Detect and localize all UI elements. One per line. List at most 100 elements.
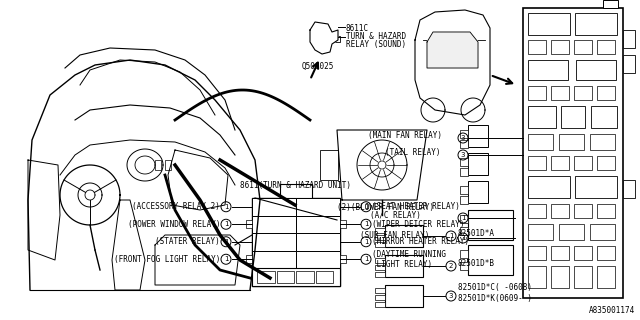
Text: 3: 3 [461, 135, 465, 141]
Bar [385, 285, 423, 307]
Bar [528, 176, 570, 198]
Bar [296, 215, 340, 233]
Bar [165, 160, 171, 170]
Bar [623, 30, 635, 48]
Bar [468, 125, 488, 147]
Bar [576, 60, 616, 80]
Text: (TAIL RELAY): (TAIL RELAY) [385, 148, 440, 156]
Bar [375, 235, 385, 240]
Bar [296, 271, 314, 283]
Bar [375, 228, 385, 233]
Text: 82501D*B: 82501D*B [458, 259, 495, 268]
Bar [528, 246, 546, 260]
Text: 3: 3 [461, 152, 465, 158]
Text: 1: 1 [364, 256, 368, 262]
Bar [332, 36, 340, 42]
Bar [296, 198, 340, 215]
Bar [574, 204, 592, 218]
Bar [528, 204, 546, 218]
Bar [575, 13, 617, 35]
Text: 1: 1 [449, 233, 453, 239]
Text: 1: 1 [364, 221, 368, 227]
Bar [460, 227, 468, 235]
Bar [252, 215, 296, 233]
Text: 1: 1 [364, 239, 368, 245]
Text: 1: 1 [224, 256, 228, 262]
Bar [528, 156, 546, 170]
Bar [551, 86, 569, 100]
Bar [375, 242, 385, 247]
Bar [575, 176, 617, 198]
Bar [623, 55, 635, 73]
Text: (FRONT FOG LIGHT RELAY): (FRONT FOG LIGHT RELAY) [114, 255, 220, 264]
Bar [276, 271, 294, 283]
Bar [252, 198, 296, 215]
Bar [597, 156, 615, 170]
Text: (SEAT HEATER RELAY): (SEAT HEATER RELAY) [372, 202, 460, 211]
Text: (SUB FAN RELAY): (SUB FAN RELAY) [360, 230, 429, 239]
Bar [528, 13, 570, 35]
Bar [468, 153, 488, 175]
Bar [528, 86, 546, 100]
Bar [280, 184, 312, 198]
Bar [528, 224, 553, 240]
Text: (DAYTIME RUNNING
 LIGHT RELAY): (DAYTIME RUNNING LIGHT RELAY) [372, 250, 446, 269]
Bar [574, 86, 592, 100]
Bar [460, 196, 468, 204]
Bar [460, 215, 468, 223]
Bar [375, 258, 385, 263]
Bar [597, 86, 615, 100]
Bar [590, 134, 615, 150]
Polygon shape [415, 10, 490, 115]
Text: A835001174: A835001174 [589, 306, 635, 315]
Bar [561, 106, 585, 128]
Text: 1: 1 [224, 221, 228, 227]
Text: (2)(BLOWER FAN RELAY): (2)(BLOWER FAN RELAY) [337, 203, 434, 212]
Bar [468, 245, 513, 275]
Bar [591, 106, 617, 128]
Bar [252, 268, 340, 286]
Bar [252, 233, 296, 251]
Bar [320, 150, 338, 180]
Bar [385, 225, 423, 247]
Bar [340, 255, 346, 263]
Text: 1: 1 [224, 239, 228, 245]
Text: 2: 2 [449, 263, 453, 269]
Bar [460, 140, 468, 148]
Text: TURN & HAZARD: TURN & HAZARD [346, 32, 406, 41]
Bar [597, 246, 615, 260]
Bar [551, 266, 569, 288]
Polygon shape [337, 130, 427, 200]
Text: Q500025: Q500025 [302, 62, 334, 71]
Bar [551, 40, 569, 54]
Bar [597, 266, 615, 288]
Text: 8611C: 8611C [346, 24, 369, 33]
Bar [597, 40, 615, 54]
Bar [559, 134, 584, 150]
Bar [460, 130, 468, 138]
Bar [460, 168, 468, 176]
Bar [551, 246, 569, 260]
Text: (ACCESSORY RELAY 2): (ACCESSORY RELAY 2) [132, 202, 220, 211]
Bar [468, 210, 513, 240]
Bar [460, 186, 468, 194]
Bar [375, 295, 385, 300]
Text: RELAY (SOUND): RELAY (SOUND) [346, 40, 406, 49]
Bar [523, 8, 623, 298]
Bar [551, 156, 569, 170]
Text: 1: 1 [364, 204, 368, 210]
Text: (POWER WINDOW RELAY): (POWER WINDOW RELAY) [127, 220, 220, 229]
Bar [316, 271, 333, 283]
Text: (MIRROR HEATER RELAY): (MIRROR HEATER RELAY) [372, 237, 469, 246]
Text: (A/C RELAY): (A/C RELAY) [370, 211, 421, 220]
Bar [252, 251, 296, 268]
Text: (MAIN FAN RELAY): (MAIN FAN RELAY) [368, 131, 442, 140]
Bar [385, 255, 423, 277]
Bar [246, 220, 252, 228]
Bar [590, 224, 615, 240]
Bar [375, 302, 385, 307]
Bar [296, 251, 340, 268]
Bar [528, 134, 553, 150]
Bar [528, 266, 546, 288]
Text: (STATER RELAY): (STATER RELAY) [156, 237, 220, 246]
